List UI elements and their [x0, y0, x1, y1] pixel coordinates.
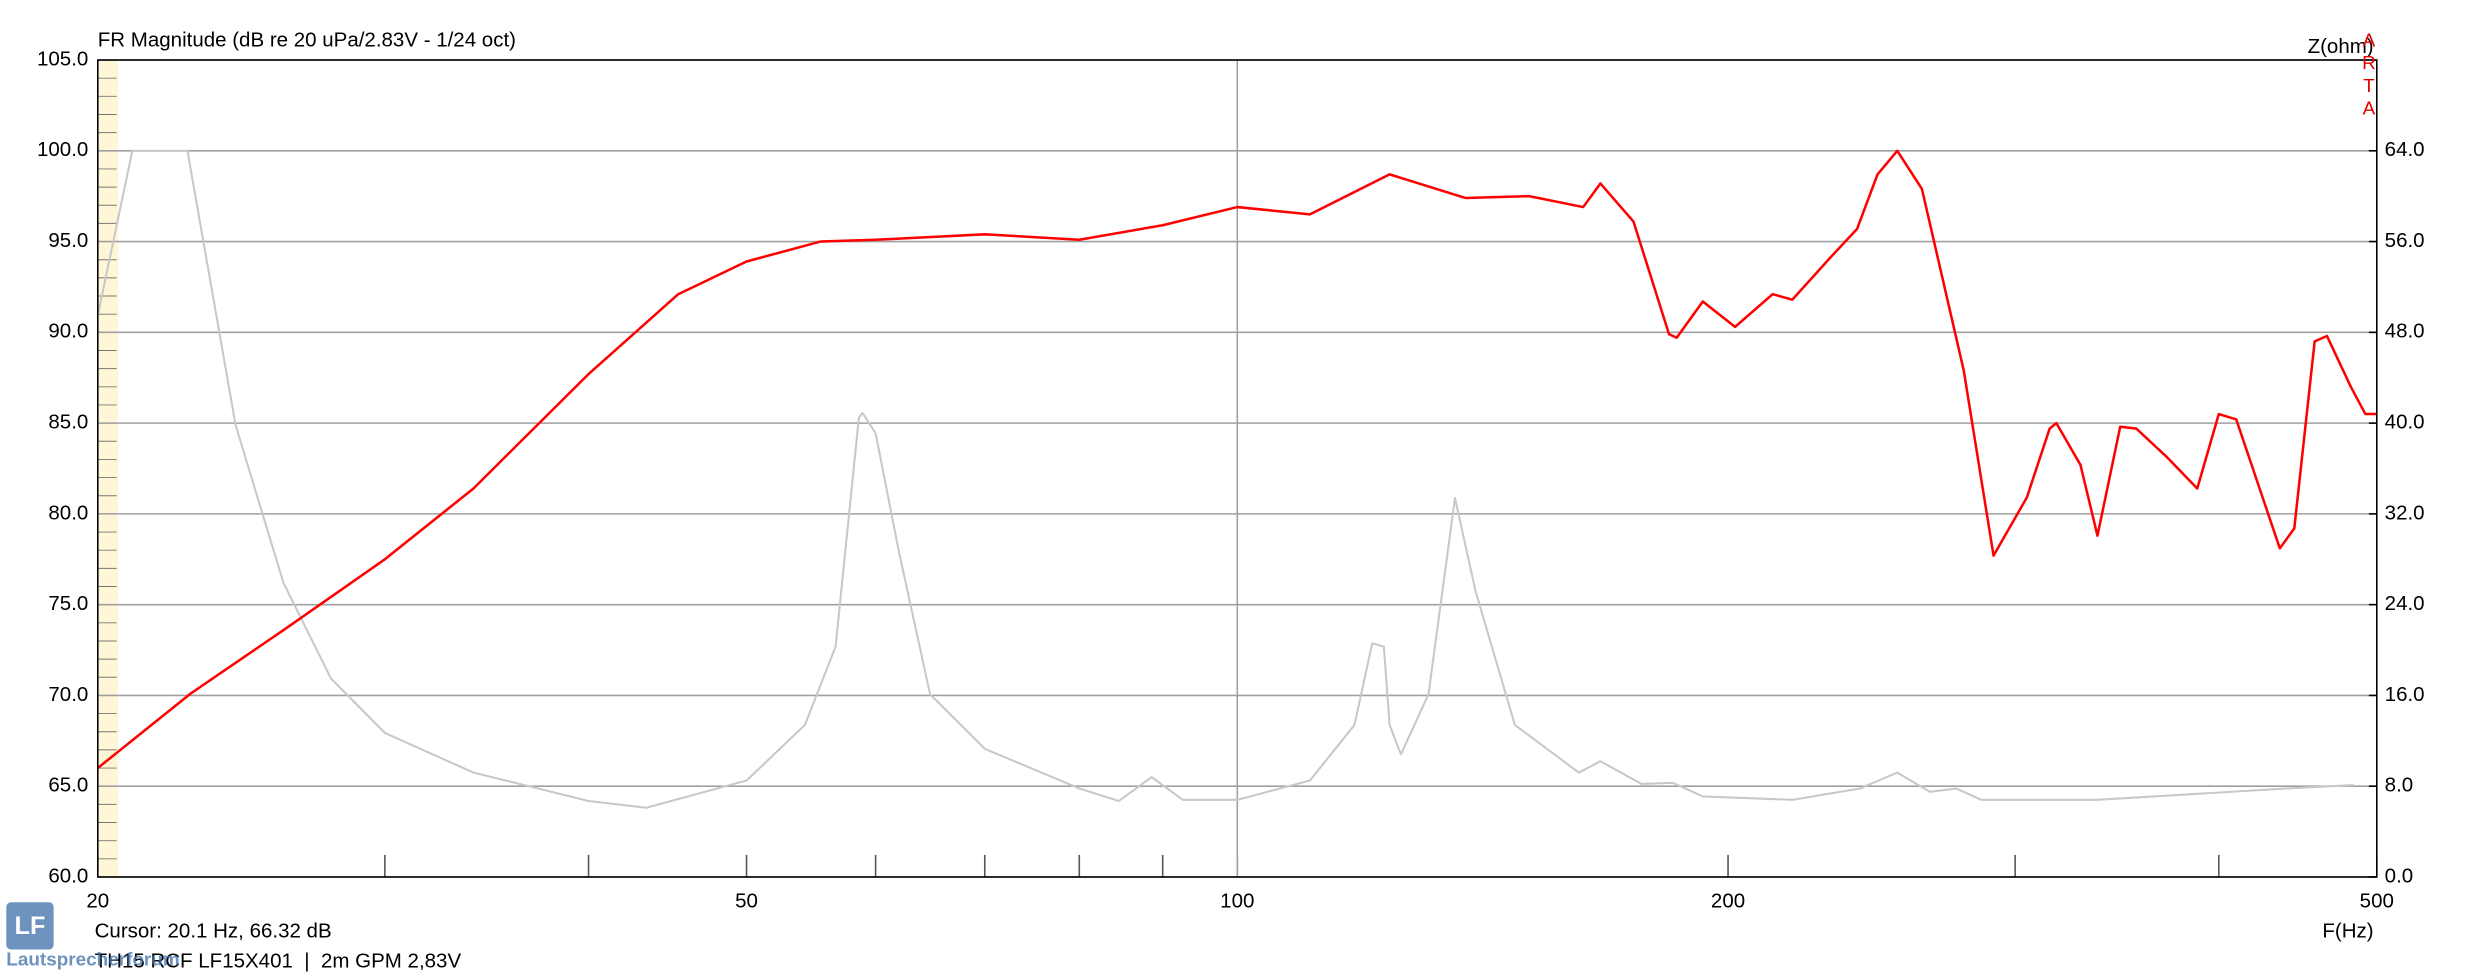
x-tick-label: 100 — [1220, 890, 1254, 913]
series-line — [96, 149, 2354, 809]
y-tick-label: 85.0 — [48, 411, 88, 434]
x-tick-label: 500 — [2360, 890, 2394, 913]
logo-box — [6, 902, 54, 950]
y2-tick-label: 64.0 — [2385, 138, 2425, 161]
footer: TH15 RCF LF15X401 | 2m GPM 2,83V — [95, 950, 462, 973]
y2-tick-label: 8.0 — [2385, 774, 2414, 797]
y2-axis-label: Z(ohm) — [2308, 35, 2374, 58]
y-tick-label: 75.0 — [48, 592, 88, 615]
y-tick-label: 65.0 — [48, 774, 88, 797]
x-tick-label: 200 — [1711, 890, 1745, 913]
y-tick-label: 95.0 — [48, 229, 88, 252]
y-tick-label: 100.0 — [37, 138, 88, 161]
x-tick-label: 20 — [86, 890, 109, 913]
y-tick-label: 80.0 — [48, 501, 88, 524]
logo: LF Lautsprecherforum — [6, 902, 180, 971]
y2-tick-label: 32.0 — [2385, 501, 2425, 524]
cursor-readout: Cursor: 20.1 Hz, 66.32 dB — [95, 920, 332, 943]
y-tick-label: 70.0 — [48, 683, 88, 706]
y2-tick-label: 0.0 — [2385, 864, 2414, 887]
logo-text: LF — [15, 912, 46, 940]
series-line — [96, 149, 2377, 770]
plot — [96, 149, 2377, 809]
watermark: ARTA — [2358, 31, 2379, 121]
y2-tick-label: 24.0 — [2385, 592, 2425, 615]
x-tick-label: 50 — [735, 890, 758, 913]
y-tick-label: 90.0 — [48, 320, 88, 343]
y2-tick-label: 40.0 — [2385, 411, 2425, 434]
y-tick-label: 60.0 — [48, 864, 88, 887]
y2-tick-label: 48.0 — [2385, 320, 2425, 343]
y-tick-label: 105.0 — [37, 47, 88, 70]
watermark-text: ARTA — [2358, 31, 2379, 121]
y2-tick-label: 56.0 — [2385, 229, 2425, 252]
chart-title: FR Magnitude (dB re 20 uPa/2.83V - 1/24 … — [98, 29, 516, 52]
y2-tick-label: 16.0 — [2385, 683, 2425, 706]
x-axis-label: F(Hz) — [2322, 920, 2373, 943]
minor-tick-strip — [97, 60, 119, 877]
logo-caption: Lautsprecherforum — [6, 950, 179, 971]
plot-frame — [96, 59, 2378, 878]
